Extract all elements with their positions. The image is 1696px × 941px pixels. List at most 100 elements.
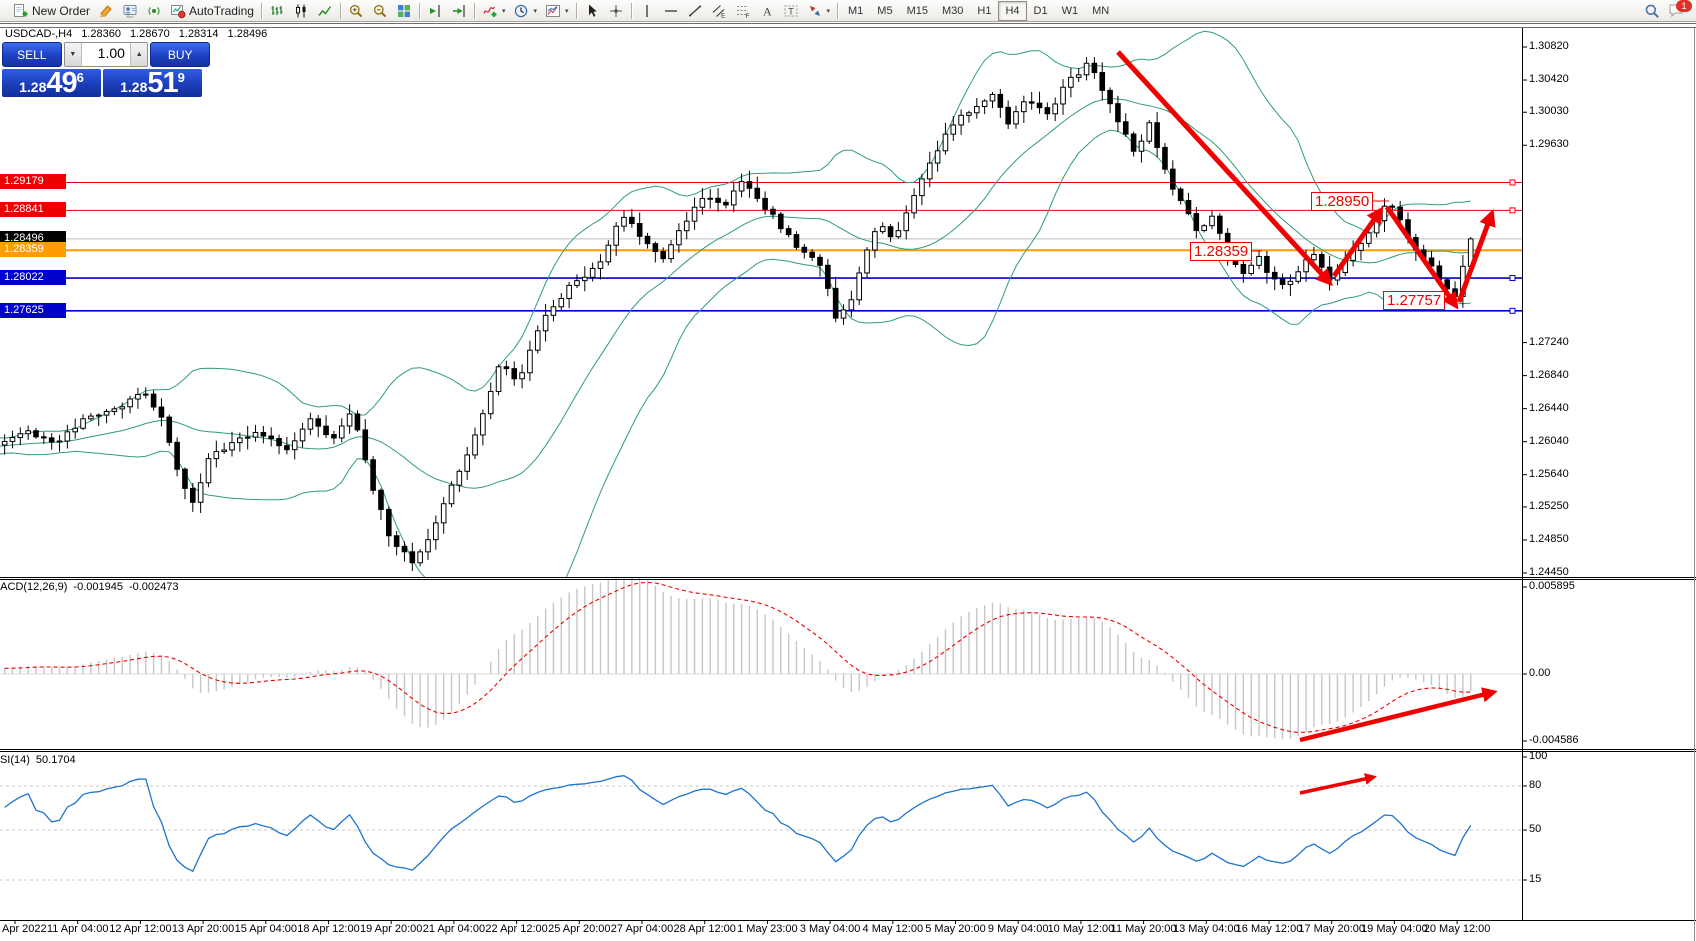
timeframe-mn[interactable]: MN (1092, 4, 1110, 17)
zoom-in-button[interactable] (344, 1, 368, 21)
bar-chart-button[interactable] (265, 1, 289, 21)
timeframe-h4[interactable]: H4 (998, 0, 1027, 21)
new-order-button[interactable]: New Order (9, 1, 94, 21)
toolbar-separator (837, 2, 839, 19)
price-tick-label: 1.27240 (1529, 335, 1569, 348)
profile-button[interactable] (118, 1, 142, 21)
toolbar-separator (418, 2, 420, 19)
zoom-out-button[interactable] (368, 1, 392, 21)
annotation-price-label[interactable]: 1.27757 (1383, 291, 1446, 310)
templates-button[interactable]: ▾ (541, 1, 573, 21)
annotation-price-label[interactable]: 1.28359 (1190, 242, 1253, 261)
sell-price-big: 49 (46, 67, 77, 99)
price-tick-label: 1.30820 (1529, 40, 1569, 52)
equidistant-channel-icon: E (712, 4, 726, 19)
volume-decrease-button[interactable]: ▼ (64, 43, 83, 66)
periods-button[interactable]: ▾ (509, 1, 541, 21)
date-label: 18 Apr 12:00 (297, 923, 360, 935)
sound-icon (148, 6, 160, 15)
timeframe-h1[interactable]: H1 (977, 4, 992, 17)
buy-price-small: 1.28 (120, 79, 148, 95)
timeframe-m30[interactable]: M30 (941, 4, 964, 17)
chart-title: USDCAD-,H4 1.28360 1.28670 1.28314 1.28496 (5, 28, 276, 40)
chart-shift-icon (429, 4, 440, 17)
rsi-label: RSI(14) (0, 754, 30, 766)
macd-pane-label: MACD(12,26,9) -0.001945 -0.002473 (0, 581, 185, 593)
crosshair-tool-button[interactable] (604, 1, 628, 21)
autotrading-icon (171, 4, 186, 18)
highlighter-button[interactable] (94, 1, 118, 21)
date-label: 3 May 04:00 (799, 923, 861, 935)
sell-price-display[interactable]: 1.28 49 6 (2, 67, 101, 99)
templates-icon (545, 4, 560, 17)
timeframe-m5[interactable]: M5 (877, 4, 893, 17)
line-chart-icon (318, 5, 332, 16)
tile-windows-button[interactable] (392, 1, 416, 21)
text-label-tool-button[interactable]: T (779, 1, 803, 21)
sell-price-sup: 6 (76, 70, 84, 85)
autotrading-button[interactable]: AutoTrading (166, 1, 258, 21)
date-label: 21 Apr 04:00 (422, 923, 486, 935)
auto-scroll-button[interactable] (447, 1, 471, 21)
indicators-button[interactable]: ▾ (478, 1, 510, 21)
cursor-tool-button[interactable] (580, 1, 604, 21)
price-badge: 1.28359 (0, 242, 66, 258)
horizontal-line-tool-button[interactable] (659, 1, 683, 21)
volume-increase-button[interactable]: ▲ (129, 43, 148, 66)
indicator-tick-label: 0.00 (1529, 667, 1551, 679)
one-click-trading-panel: SELL ▼ 1.00 ▲ BUY 1.28 49 6 1.28 51 9 (2, 42, 210, 99)
fibonacci-tool-button[interactable]: F (731, 1, 755, 21)
chart-shift-button[interactable] (423, 1, 447, 21)
date-label: 19 Apr 20:00 (359, 923, 423, 935)
text-tool-button[interactable]: A (755, 1, 779, 21)
indicator-tick-label: 0.005895 (1529, 580, 1575, 592)
date-label: 16 May 12:00 (1235, 923, 1303, 935)
buy-price-display[interactable]: 1.28 51 9 (103, 69, 202, 98)
svg-text:T: T (788, 6, 794, 16)
zoom-out-icon (373, 4, 387, 17)
indicator-tick-label: 50 (1529, 823, 1542, 835)
timeframe-m1[interactable]: M1 (848, 4, 864, 17)
price-tick-label: 1.26840 (1529, 368, 1569, 381)
date-label: 15 Apr 04:00 (234, 923, 297, 935)
dropdown-caret-icon: ▾ (533, 7, 537, 15)
date-label: 17 May 20:00 (1298, 923, 1366, 935)
candlestick-chart-icon (295, 4, 306, 17)
equidistant-channel-tool-button[interactable]: E (707, 1, 731, 21)
trendline-tool-button[interactable] (683, 1, 707, 21)
toolbar-separator (575, 2, 577, 19)
sell-button[interactable]: SELL (2, 42, 62, 67)
macd-value-2: -0.002473 (128, 581, 179, 593)
rsi-value: 50.1704 (35, 754, 76, 766)
autotrading-label: AutoTrading (189, 3, 254, 18)
search-button[interactable] (1640, 1, 1664, 21)
arrows-tool-button[interactable]: ▾ (803, 1, 835, 21)
dropdown-caret-icon: ▾ (501, 7, 506, 15)
auto-scroll-icon (452, 4, 465, 17)
annotation-price-label[interactable]: 1.28950 (1311, 192, 1374, 211)
line-chart-button[interactable] (313, 1, 337, 21)
date-label: 5 May 20:00 (925, 923, 986, 935)
notifications-button[interactable]: 1 (1664, 0, 1694, 21)
timeframe-m15[interactable]: M15 (906, 4, 928, 17)
price-tick-label: 1.26040 (1529, 434, 1569, 447)
price-badge: 1.27625 (0, 302, 66, 318)
symbol-period-label: USDCAD-,H4 (5, 28, 73, 40)
timeframe-w1[interactable]: W1 (1061, 4, 1079, 17)
candlestick-chart-button[interactable] (289, 1, 313, 21)
toolbar-separator (473, 2, 475, 19)
volume-input[interactable]: 1.00 (97, 45, 125, 61)
timeframe-d1[interactable]: D1 (1033, 4, 1048, 17)
date-label: 4 May 12:00 (862, 923, 924, 935)
buy-button[interactable]: BUY (150, 42, 210, 67)
price-tick-label: 1.25640 (1529, 467, 1569, 480)
window-frame-border (0, 23, 1696, 28)
date-label: 20 May 12:00 (1423, 923, 1491, 935)
new-order-icon (14, 3, 28, 17)
vertical-line-tool-button[interactable] (635, 1, 659, 21)
dropdown-caret-icon: ▾ (826, 7, 831, 15)
new-order-label: New Order (32, 3, 91, 18)
volume-stepper: ▼ 1.00 ▲ (63, 42, 149, 67)
sound-button[interactable] (142, 1, 166, 21)
